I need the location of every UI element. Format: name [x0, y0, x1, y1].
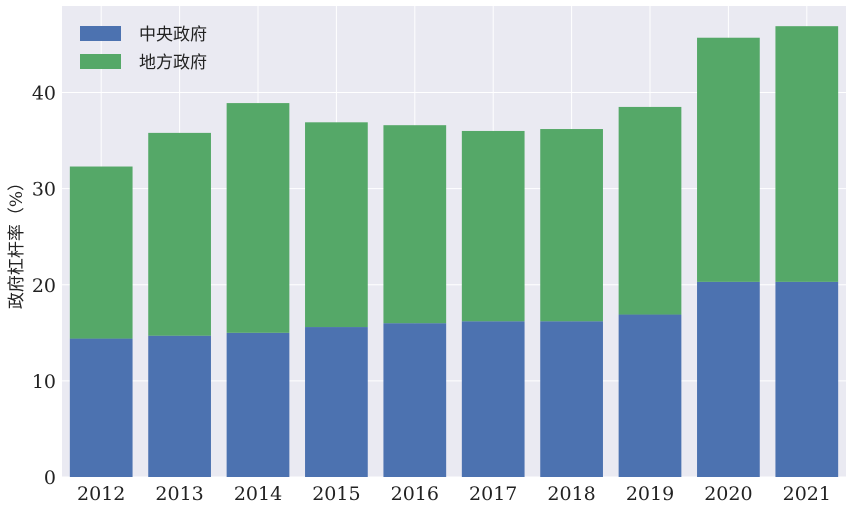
x-axis-ticks: 2012 2013 2014 2015 2016 2017 2018 2019 2020 2021	[77, 483, 831, 505]
x-tick-label: 2016	[391, 483, 439, 505]
bar-2021-series-1	[775, 26, 839, 282]
y-axis-label: 政府杠杆率（%）	[7, 174, 27, 309]
bar-2018-series-0	[540, 321, 603, 477]
x-tick-label: 2017	[469, 483, 517, 505]
x-tick-label: 2020	[704, 483, 752, 505]
y-tick-label: 0	[44, 467, 56, 489]
bar-2021-series-0	[775, 281, 839, 477]
bar-2013-series-1	[148, 132, 211, 336]
x-tick-label: 2013	[155, 483, 203, 505]
bar-2014-series-0	[226, 332, 290, 477]
bar-2017-series-0	[461, 321, 525, 477]
y-axis-ticks: 0 10 20 30 40	[32, 83, 56, 489]
bar-2012-series-1	[69, 166, 133, 339]
y-tick-label: 40	[32, 83, 56, 105]
x-tick-label: 2021	[783, 483, 831, 505]
legend-swatch	[80, 26, 121, 41]
x-tick-label: 2015	[312, 483, 360, 505]
x-tick-label: 2018	[547, 483, 595, 505]
bar-2020-series-0	[697, 281, 760, 477]
bars	[69, 26, 839, 477]
legend-label: 地方政府	[139, 53, 207, 73]
y-tick-label: 20	[32, 275, 56, 297]
bar-2013-series-0	[148, 335, 211, 477]
bar-2016-series-1	[383, 125, 447, 324]
x-tick-label: 2012	[77, 483, 125, 505]
legend-label: 中央政府	[139, 25, 207, 45]
bar-2019-series-0	[618, 314, 682, 477]
legend-swatch	[80, 54, 121, 69]
y-tick-label: 10	[32, 371, 56, 393]
bar-2012-series-0	[69, 338, 133, 477]
bar-2016-series-0	[383, 323, 447, 477]
bar-2019-series-1	[618, 106, 682, 315]
bar-2018-series-1	[540, 129, 603, 322]
bar-2015-series-0	[305, 327, 368, 477]
bar-2015-series-1	[305, 122, 368, 328]
bar-2014-series-1	[226, 103, 290, 333]
y-tick-label: 30	[32, 179, 56, 201]
bar-2020-series-1	[697, 37, 760, 282]
bar-2017-series-1	[461, 130, 525, 322]
x-tick-label: 2014	[234, 483, 282, 505]
x-tick-label: 2019	[626, 483, 674, 505]
